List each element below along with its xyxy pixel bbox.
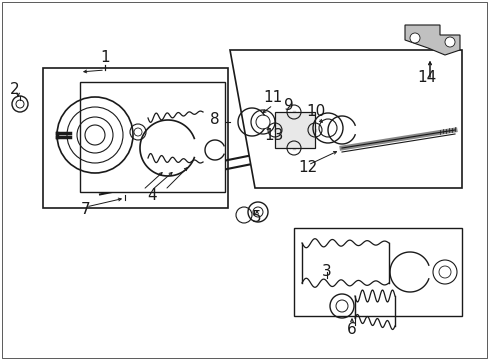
Text: 7: 7 <box>81 202 91 217</box>
Text: 12: 12 <box>298 161 317 175</box>
Text: 14: 14 <box>417 71 436 85</box>
Text: 4: 4 <box>147 189 157 203</box>
Text: 1: 1 <box>100 50 110 66</box>
Polygon shape <box>274 112 314 148</box>
Text: 6: 6 <box>346 323 356 338</box>
Text: 13: 13 <box>264 127 283 143</box>
Bar <box>80 82 224 192</box>
Circle shape <box>409 33 419 43</box>
Text: 5: 5 <box>252 211 261 225</box>
Text: 10: 10 <box>306 104 325 120</box>
Polygon shape <box>229 50 461 188</box>
Text: 11: 11 <box>263 90 282 105</box>
Text: 3: 3 <box>322 265 331 279</box>
Polygon shape <box>404 25 459 55</box>
Bar <box>43 68 227 208</box>
Text: 9: 9 <box>284 98 293 112</box>
Text: 2: 2 <box>10 82 20 98</box>
Bar <box>293 228 461 316</box>
Circle shape <box>444 37 454 47</box>
Text: 8: 8 <box>210 112 220 127</box>
